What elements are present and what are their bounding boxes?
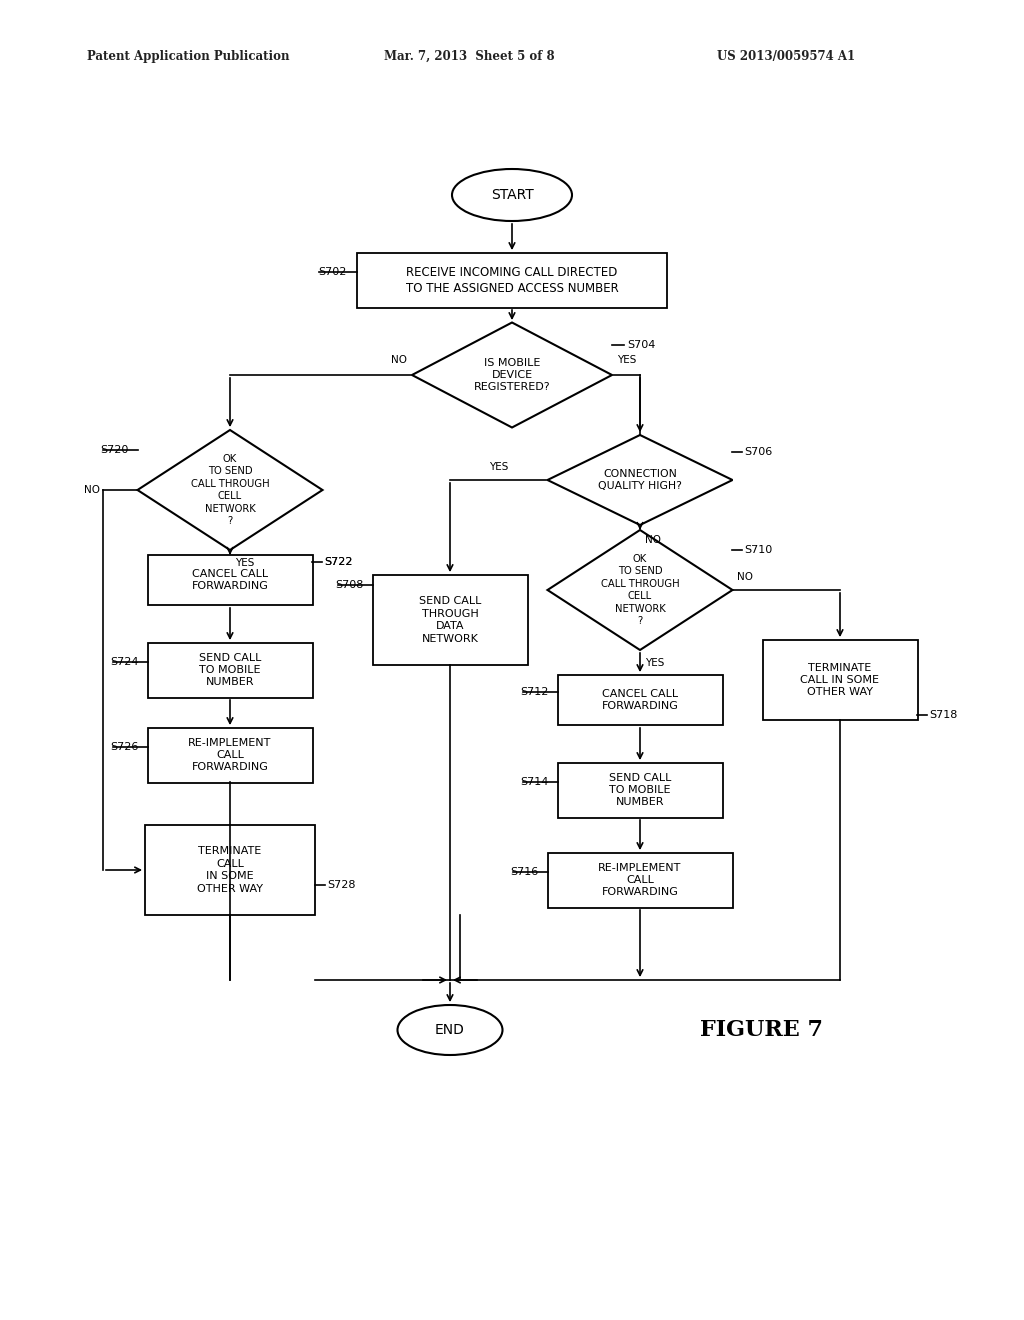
Text: Patent Application Publication: Patent Application Publication	[87, 50, 290, 63]
Bar	[145, 825, 315, 915]
Text: S728: S728	[327, 880, 355, 890]
Text: S726: S726	[110, 742, 138, 752]
Bar	[557, 675, 723, 725]
Text: RE-IMPLEMENT
CALL
FORWARDING: RE-IMPLEMENT CALL FORWARDING	[598, 862, 682, 898]
Text: YES: YES	[488, 462, 508, 473]
Text: S716: S716	[510, 867, 539, 876]
Text: S712: S712	[520, 686, 549, 697]
Text: S708: S708	[335, 579, 364, 590]
Text: SEND CALL
TO MOBILE
NUMBER: SEND CALL TO MOBILE NUMBER	[199, 652, 261, 688]
Text: S714: S714	[520, 777, 549, 787]
Bar	[557, 763, 723, 817]
Text: NO: NO	[645, 535, 662, 545]
Text: CANCEL CALL
FORWARDING: CANCEL CALL FORWARDING	[191, 569, 268, 591]
Text: RE-IMPLEMENT
CALL
FORWARDING: RE-IMPLEMENT CALL FORWARDING	[188, 738, 271, 772]
Text: S704: S704	[627, 341, 655, 350]
Text: OK
TO SEND
CALL THROUGH
CELL
NETWORK
?: OK TO SEND CALL THROUGH CELL NETWORK ?	[190, 454, 269, 525]
Text: S722: S722	[324, 557, 352, 568]
Text: NO: NO	[84, 484, 100, 495]
Text: END: END	[435, 1023, 465, 1038]
Text: NO: NO	[391, 355, 407, 366]
Text: CONNECTION
QUALITY HIGH?: CONNECTION QUALITY HIGH?	[598, 469, 682, 491]
Text: Mar. 7, 2013  Sheet 5 of 8: Mar. 7, 2013 Sheet 5 of 8	[384, 50, 555, 63]
Text: SEND CALL
THROUGH
DATA
NETWORK: SEND CALL THROUGH DATA NETWORK	[419, 597, 481, 644]
Bar	[548, 853, 732, 908]
Bar	[357, 252, 667, 308]
Bar	[147, 643, 312, 697]
Text: S722: S722	[324, 557, 352, 568]
Bar	[763, 640, 918, 719]
Bar	[147, 727, 312, 783]
Text: US 2013/0059574 A1: US 2013/0059574 A1	[717, 50, 855, 63]
Text: YES: YES	[617, 355, 636, 366]
Text: S702: S702	[318, 267, 347, 277]
Text: YES: YES	[234, 558, 254, 568]
Text: TERMINATE
CALL IN SOME
OTHER WAY: TERMINATE CALL IN SOME OTHER WAY	[801, 663, 880, 697]
Text: IS MOBILE
DEVICE
REGISTERED?: IS MOBILE DEVICE REGISTERED?	[474, 358, 550, 392]
Text: S710: S710	[744, 545, 772, 554]
Text: SEND CALL
TO MOBILE
NUMBER: SEND CALL TO MOBILE NUMBER	[609, 772, 671, 808]
Text: YES: YES	[645, 657, 665, 668]
Text: FIGURE 7: FIGURE 7	[700, 1019, 823, 1041]
Text: S706: S706	[744, 447, 772, 457]
Text: S724: S724	[110, 657, 138, 667]
Text: S720: S720	[100, 445, 128, 455]
Text: OK
TO SEND
CALL THROUGH
CELL
NETWORK
?: OK TO SEND CALL THROUGH CELL NETWORK ?	[601, 554, 679, 626]
Text: CANCEL CALL
FORWARDING: CANCEL CALL FORWARDING	[601, 689, 679, 711]
Text: RECEIVE INCOMING CALL DIRECTED
TO THE ASSIGNED ACCESS NUMBER: RECEIVE INCOMING CALL DIRECTED TO THE AS…	[406, 265, 618, 294]
Bar	[147, 554, 312, 605]
Text: TERMINATE
CALL
IN SOME
OTHER WAY: TERMINATE CALL IN SOME OTHER WAY	[197, 846, 263, 894]
Text: S718: S718	[929, 710, 957, 719]
Bar	[373, 576, 527, 665]
Text: NO: NO	[737, 572, 753, 582]
Text: START: START	[490, 187, 534, 202]
